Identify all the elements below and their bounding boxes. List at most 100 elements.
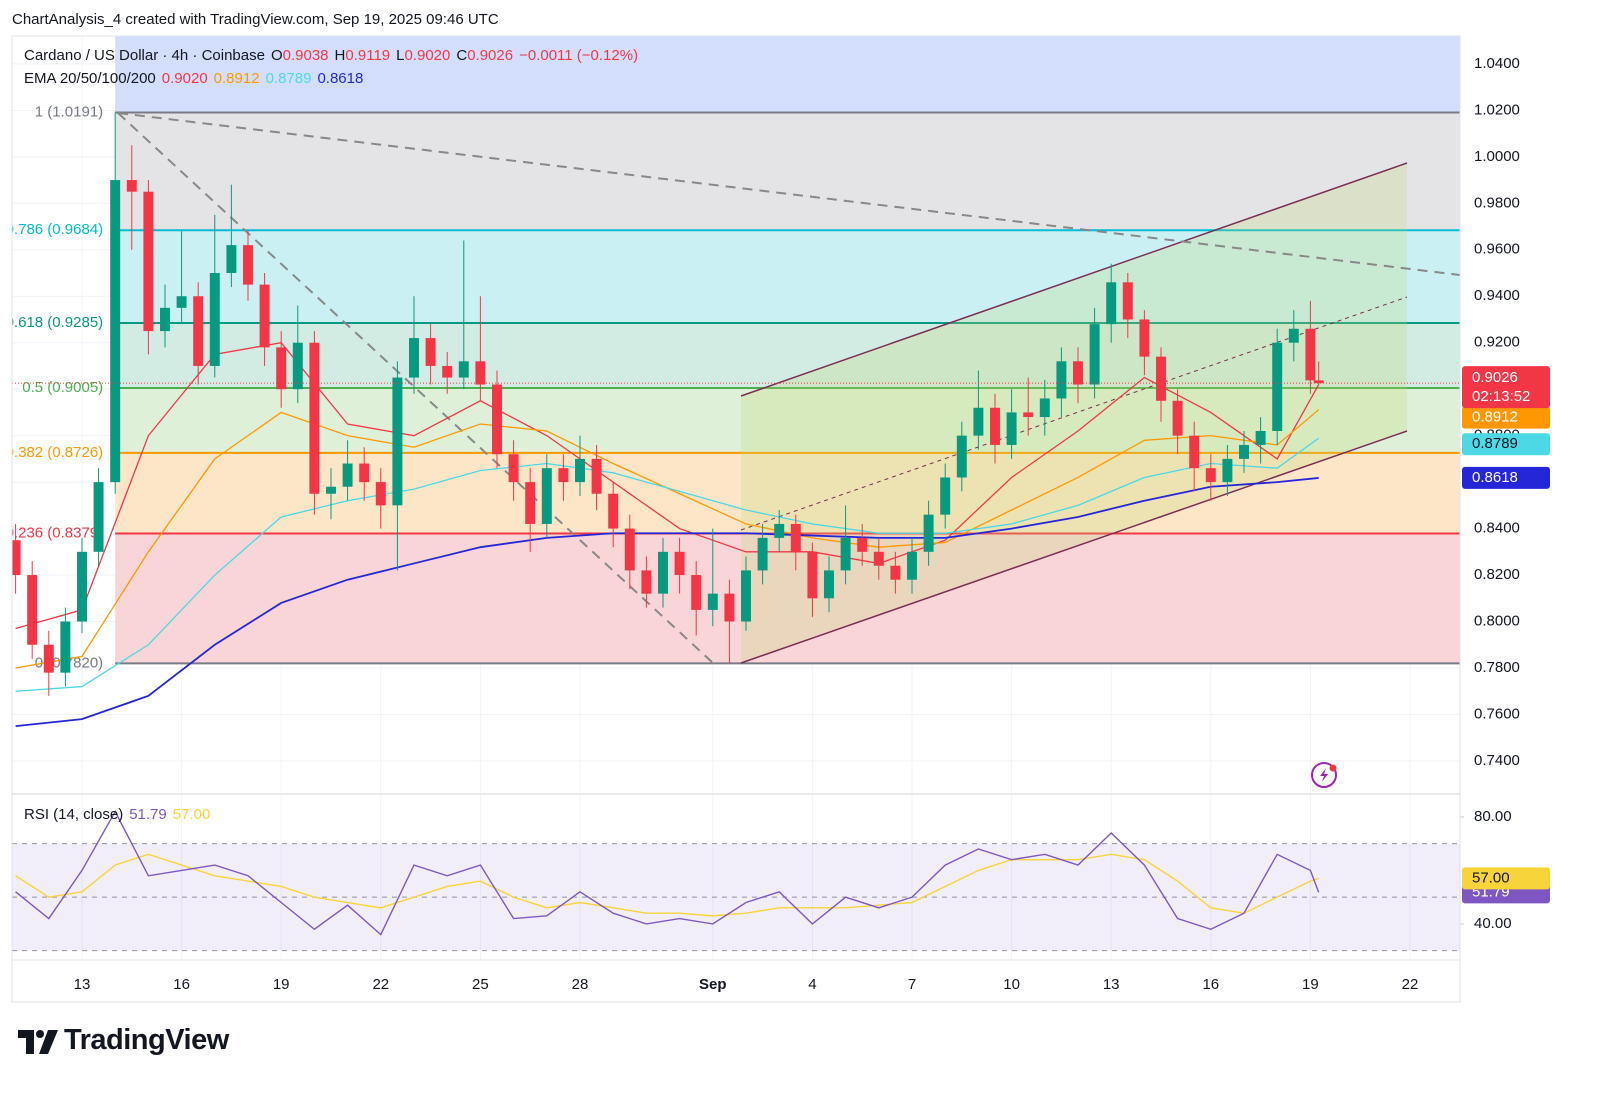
drawing (740, 430, 1408, 664)
candle-body (923, 514, 934, 552)
candle-body (243, 245, 253, 285)
rsi-line (15, 810, 1320, 936)
candle-body (442, 365, 453, 378)
ema-value: 0.8789 (265, 70, 312, 87)
x-tick-label: 10 (1003, 976, 1020, 993)
candle-body (359, 463, 370, 483)
candle-body (857, 537, 868, 552)
fib-label: 0.382 (0.8726) (6, 444, 104, 461)
candle-body (492, 384, 502, 455)
candle-body (1039, 398, 1050, 418)
rsi-legend: RSI (14, close) 51.79 57.00 (24, 806, 210, 823)
candle-body (641, 570, 652, 594)
candle-body (940, 477, 951, 515)
candle-body (790, 523, 801, 552)
x-tick-label: 19 (273, 976, 290, 993)
drawing (740, 162, 1408, 397)
fib-label: 0.786 (0.9684) (6, 221, 104, 238)
candle-body (757, 537, 768, 571)
lightning-icon[interactable] (1311, 762, 1337, 788)
fib-label: 0.5 (0.9005) (22, 379, 103, 396)
candle-body (1305, 328, 1316, 381)
candle-body (1139, 319, 1150, 357)
candle-body (209, 272, 220, 366)
candle-body (1023, 412, 1034, 418)
rsi-band (12, 843, 1460, 951)
legend: Cardano / US Dollar · 4h · Coinbase O 0.9… (24, 47, 638, 64)
candle-body (292, 342, 303, 390)
candle-body (475, 361, 486, 385)
ohlc-key: L (396, 47, 405, 64)
candle-body (1156, 356, 1166, 401)
candle-body (326, 486, 336, 494)
fib-zone (115, 388, 1460, 453)
rsi-line (15, 853, 1319, 917)
candle-body (1239, 444, 1249, 459)
fib-label: 1 (1.0191) (35, 103, 103, 120)
ohlc-key: O (270, 47, 283, 64)
candle-body (807, 551, 818, 599)
rsi-value-box (1462, 867, 1550, 890)
y-tick-label: 0.9400 (1474, 287, 1520, 304)
candle-body (309, 342, 320, 494)
candle-body (956, 435, 967, 478)
x-tick-label: 13 (1103, 976, 1120, 993)
candle-body (160, 307, 170, 332)
candle-body (176, 296, 187, 308)
candle-body (840, 537, 851, 571)
axes: 13 16 19 22 25 28 Sep 4 7 10 13 16 19 22 0.7400 0.7600 0… (74, 55, 1550, 993)
ohlc-value: 0.9038 (282, 47, 329, 64)
candle-body (873, 551, 884, 566)
ema-legend: EMA 20/50/100/200 0.9020 0.8912 0.8789 0.86… (24, 70, 363, 87)
candle-body (60, 621, 71, 673)
candle-body (508, 454, 519, 483)
candle-body (558, 468, 569, 483)
x-tick-label: 22 (1402, 976, 1419, 993)
rsi-value: 51.79 (129, 806, 167, 823)
candle-body (425, 338, 436, 366)
y-tick-label: 1.0200 (1474, 101, 1520, 118)
candle-body (1122, 282, 1133, 320)
y-tick-label: 0.7400 (1474, 752, 1520, 769)
rsi-value-box-label: 57.00 (1472, 869, 1510, 886)
tradingview-logo (18, 1030, 58, 1054)
candle-body (990, 407, 1000, 445)
x-tick-label: 13 (74, 976, 91, 993)
price-pane: 1 (1.0191) 0.786 (0.9684) 0.618 (0.9285) 0.… (6, 36, 1460, 793)
ema-line (15, 437, 1320, 692)
fib-zone (115, 36, 1460, 113)
ema-label: EMA 20/50/100/200 (24, 70, 156, 87)
rsi-title: RSI (14, close) (24, 806, 124, 823)
candle-body (1255, 430, 1266, 445)
candle-body (973, 407, 984, 436)
y-tick-label: 1.0400 (1474, 55, 1520, 72)
x-tick-label: 22 (372, 976, 389, 993)
candle-body (27, 575, 38, 645)
candle-body (259, 284, 270, 348)
y-tick-label: 0.7800 (1474, 659, 1520, 676)
symbol: Cardano / US Dollar · 4h · Coinbase (24, 47, 265, 64)
candle-body (591, 458, 602, 494)
fib-label: 0.236 (0.8379) (6, 524, 104, 541)
x-tick-label: 16 (173, 976, 190, 993)
candle-body (342, 463, 353, 487)
last-price-box (1462, 366, 1550, 409)
fib-zone (115, 112, 1460, 231)
candle-body (1172, 400, 1183, 436)
x-tick-label: 7 (908, 976, 916, 993)
candle-body (658, 551, 668, 594)
y-tick-label: 0.8400 (1474, 520, 1520, 537)
frame (11, 35, 1461, 1003)
change: −0.0011 (−0.12%) (519, 47, 639, 64)
candle-body (392, 377, 403, 506)
fib-zone (115, 230, 1460, 323)
candle-body (1222, 458, 1233, 483)
candle-body (409, 338, 419, 378)
ohlc-key: H (334, 47, 346, 64)
candle-body (375, 482, 386, 506)
y-tick-label: 0.9200 (1474, 334, 1520, 351)
candle-body (93, 482, 104, 552)
candle-body (575, 458, 585, 483)
y-tick-label: 0.7600 (1474, 705, 1520, 722)
